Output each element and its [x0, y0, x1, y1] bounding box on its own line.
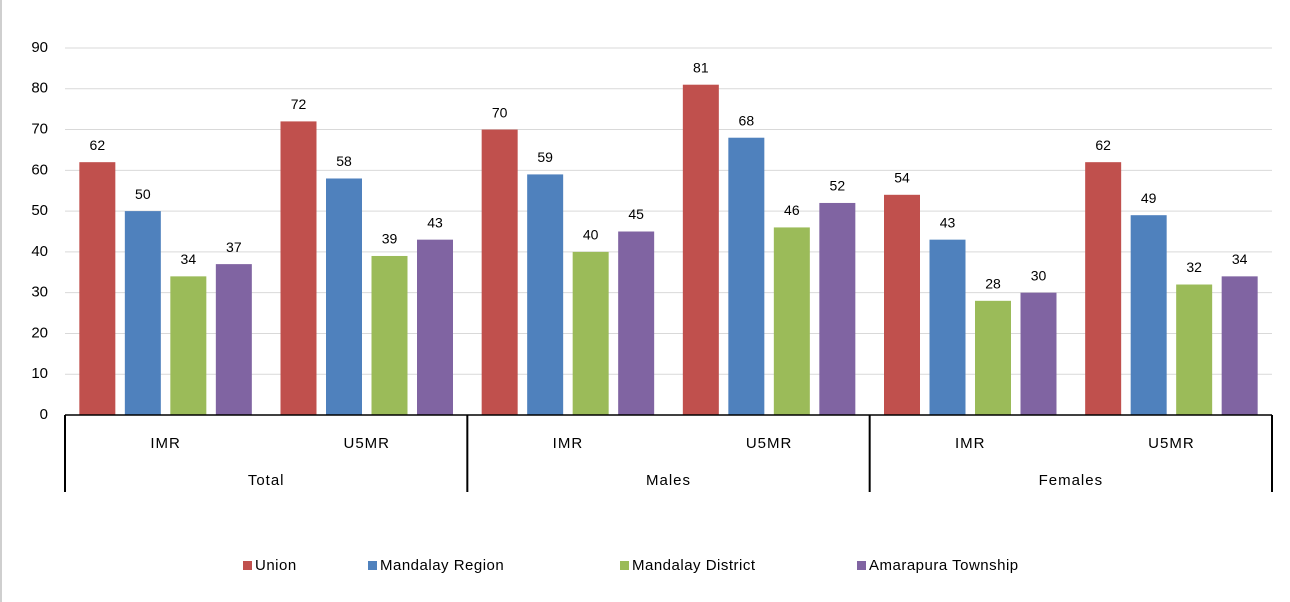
- bar: [124, 211, 161, 415]
- bar: [1130, 215, 1167, 415]
- legend-label: Mandalay Region: [380, 557, 504, 574]
- legend-swatch: [857, 561, 866, 570]
- data-label: 32: [1186, 259, 1202, 275]
- bar: [682, 84, 719, 415]
- legend-swatch: [368, 561, 377, 570]
- legend-swatch: [243, 561, 252, 570]
- bar: [1221, 276, 1258, 415]
- bar: [280, 121, 317, 416]
- group-label: Total: [248, 472, 285, 489]
- bar: [975, 300, 1011, 415]
- data-label: 34: [181, 251, 197, 267]
- data-label: 30: [1031, 267, 1047, 283]
- bar: [417, 239, 453, 415]
- legend-label: Union: [255, 557, 297, 574]
- data-label: 62: [1095, 137, 1111, 153]
- data-label: 28: [985, 276, 1001, 292]
- bar: [215, 264, 252, 415]
- data-label: 59: [537, 149, 553, 165]
- y-tick-label: 10: [31, 365, 48, 382]
- data-label: 40: [583, 227, 599, 243]
- bar: [371, 255, 408, 415]
- y-tick-label: 60: [31, 161, 48, 178]
- bar: [1020, 292, 1057, 415]
- legend-swatch: [620, 561, 629, 570]
- x-tick-label: IMR: [150, 435, 181, 452]
- x-tick-label: U5MR: [343, 435, 390, 452]
- data-label: 45: [628, 206, 644, 222]
- bar: [1085, 162, 1122, 415]
- x-tick-label: U5MR: [1148, 435, 1195, 452]
- bar: [170, 276, 207, 415]
- legend-label: Amarapura Township: [869, 557, 1019, 574]
- group-label: Males: [646, 472, 691, 489]
- bar: [819, 202, 856, 415]
- data-label: 52: [830, 178, 846, 194]
- y-tick-label: 0: [40, 406, 48, 423]
- y-tick-label: 50: [31, 202, 48, 219]
- bar: [728, 137, 765, 415]
- data-label: 50: [135, 186, 151, 202]
- data-label: 54: [894, 170, 910, 186]
- y-tick-label: 40: [31, 243, 48, 260]
- data-label: 72: [291, 96, 307, 112]
- data-label: 58: [336, 153, 352, 169]
- data-label: 34: [1232, 251, 1248, 267]
- data-label: 62: [90, 137, 106, 153]
- bar: [79, 162, 116, 415]
- x-tick-label: IMR: [955, 435, 986, 452]
- bar: [481, 129, 518, 416]
- data-label: 68: [739, 112, 755, 128]
- group-label: Females: [1039, 472, 1104, 489]
- y-tick-label: 30: [31, 284, 48, 301]
- bar: [884, 194, 920, 415]
- bar: [1176, 284, 1213, 415]
- bar: [326, 178, 362, 415]
- y-tick-label: 90: [31, 39, 48, 56]
- y-tick-label: 80: [31, 80, 48, 97]
- data-label: 49: [1141, 190, 1157, 206]
- bar: [618, 231, 655, 415]
- data-label: 37: [226, 239, 242, 255]
- data-label: 43: [427, 214, 443, 230]
- y-tick-label: 20: [31, 324, 48, 341]
- bar: [773, 227, 810, 415]
- x-tick-label: U5MR: [746, 435, 793, 452]
- data-label: 39: [382, 231, 398, 247]
- legend-label: Mandalay District: [632, 557, 756, 574]
- y-tick-label: 70: [31, 121, 48, 138]
- bar: [929, 239, 966, 415]
- bar: [572, 251, 609, 415]
- data-label: 70: [492, 104, 508, 120]
- x-tick-label: IMR: [553, 435, 584, 452]
- data-label: 46: [784, 202, 800, 218]
- data-label: 43: [940, 214, 956, 230]
- data-label: 81: [693, 59, 709, 75]
- bar: [527, 174, 564, 415]
